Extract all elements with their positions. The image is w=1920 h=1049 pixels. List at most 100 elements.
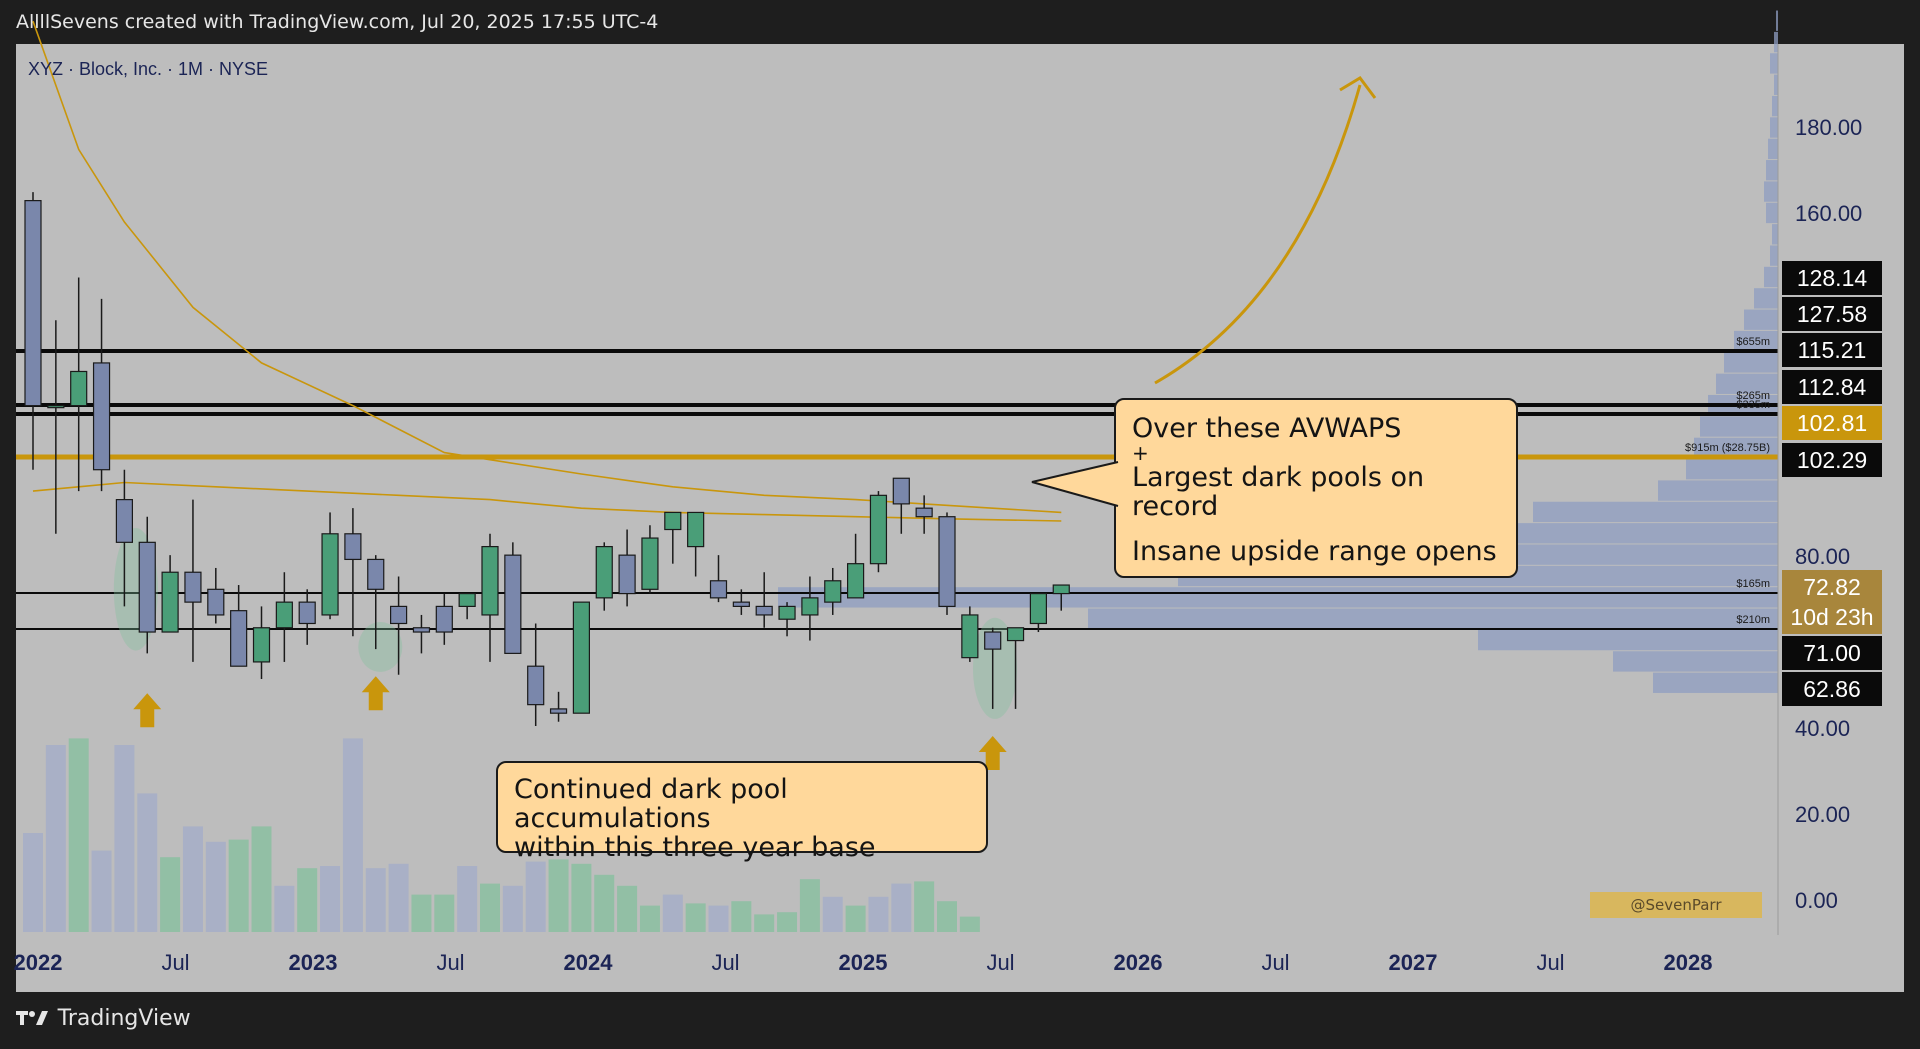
- volume-profile-bar: [1766, 160, 1778, 181]
- callout-bottom-line1: Continued dark pool accumulations: [514, 774, 788, 834]
- x-tick-label: 2026: [1114, 950, 1163, 975]
- volume-bar: [799, 879, 820, 932]
- accumulation-markers: [133, 676, 1007, 770]
- candle-body: [687, 511, 705, 548]
- candle-body: [641, 537, 659, 590]
- volume-bar: [68, 738, 89, 932]
- accumulation-arrow: [978, 736, 1007, 770]
- x-tick-label: 2027: [1389, 950, 1438, 975]
- volume-bar: [914, 881, 935, 932]
- price-label-box: [1782, 672, 1882, 706]
- accumulation-arrow: [361, 676, 390, 711]
- price-label-box: [1782, 600, 1882, 634]
- volume-profile-bar: [1770, 245, 1778, 266]
- candle-body: [595, 545, 613, 599]
- candle-body: [618, 554, 636, 595]
- volume-profile-bar: [1716, 373, 1778, 394]
- price-label-text: 71.00: [1803, 640, 1861, 666]
- upside-arrow: [1154, 84, 1362, 385]
- y-tick-label: 180.00: [1795, 115, 1862, 140]
- price-axis[interactable]: [1780, 44, 1904, 992]
- price-label-text: 10d 23h: [1790, 604, 1873, 630]
- volume-profile-bar: [1766, 202, 1778, 224]
- volume-bar: [617, 885, 638, 932]
- accumulation-highlight: [972, 617, 1017, 719]
- volume-profile-bar: [1724, 352, 1778, 373]
- volume-profile-bar: [1774, 74, 1778, 95]
- tradingview-logo-icon: [16, 1011, 48, 1025]
- x-tick-label: 2023: [289, 950, 338, 975]
- candle-body: [961, 614, 979, 659]
- chart-attribution: AllllSevens created with TradingView.com…: [0, 0, 1920, 44]
- x-tick-label: 2024: [564, 950, 614, 975]
- callout-top-line2: +: [1132, 441, 1149, 465]
- candle-body: [298, 601, 316, 625]
- volume-bar: [45, 745, 66, 932]
- candle-body: [824, 580, 842, 603]
- volume-profile-bar: [1478, 629, 1778, 651]
- time-axis[interactable]: [16, 935, 1780, 992]
- volume-bar: [160, 857, 181, 932]
- price-label-box: [1782, 570, 1882, 604]
- candle-body: [1052, 584, 1070, 595]
- volume-bar: [937, 901, 957, 932]
- volume-profile-bar: [1772, 95, 1778, 117]
- candle-body: [755, 605, 773, 616]
- x-tick-label: 2022: [14, 950, 63, 975]
- volume-bars: [23, 738, 980, 932]
- volume-profile-bar: [1658, 480, 1778, 501]
- volume-profile-bar: [1770, 53, 1778, 74]
- candle-body: [846, 563, 865, 599]
- volume-bar: [571, 863, 592, 932]
- symbol-label: XYZ · Block, Inc. · 1M · NYSE: [28, 59, 268, 79]
- volume-bar: [251, 826, 272, 932]
- candle-body: [778, 605, 796, 620]
- volume-bar: [411, 894, 432, 932]
- candle-body: [1006, 627, 1025, 642]
- volume-bar: [228, 839, 249, 932]
- x-tick-label: Jul: [1261, 950, 1289, 975]
- x-tick-label: 2025: [839, 950, 888, 975]
- y-tick-label: 160.00: [1795, 201, 1862, 226]
- volume-bar: [365, 868, 386, 932]
- candle-body: [412, 627, 431, 633]
- volume-profile-bar: [778, 587, 1778, 608]
- volume-bar: [457, 866, 478, 932]
- candle-body: [527, 665, 545, 706]
- x-tick-label: Jul: [161, 950, 189, 975]
- price-label-text: 112.84: [1798, 374, 1867, 400]
- candle-body: [344, 533, 362, 561]
- candle-body: [367, 558, 385, 590]
- price-label-text: 115.21: [1798, 337, 1867, 363]
- volume-bar: [502, 885, 523, 932]
- accumulation-highlight: [358, 622, 403, 672]
- candle-body: [275, 601, 293, 629]
- volume-profile-bar: [1754, 288, 1778, 309]
- dark-pool-label: $335m: [1736, 399, 1770, 411]
- price-label-text: 128.14: [1797, 265, 1868, 291]
- candle-body: [207, 588, 225, 616]
- volume-bar: [137, 793, 158, 932]
- callout-top-line1: Over these AVWAPS: [1132, 413, 1402, 444]
- tradingview-logo[interactable]: TradingView: [16, 1006, 191, 1031]
- accumulation-arrow: [133, 693, 162, 728]
- volume-profile-bar: [1734, 330, 1778, 352]
- candle-body: [24, 200, 42, 407]
- volume-bar: [114, 745, 135, 932]
- dark-pool-label: $165m: [1736, 578, 1770, 590]
- x-axis-ticks: 2022 Jul 2023 Jul 2024 Jul 2025 Jul 2026 Jul 2027 J…: [14, 950, 1713, 975]
- y-tick-label: 40.00: [1795, 716, 1850, 741]
- candle-body: [709, 580, 728, 599]
- candle-body: [115, 499, 134, 543]
- dark-pool-label: $655m: [1736, 336, 1770, 348]
- candle-body: [892, 477, 910, 505]
- upside-arrow-head: [1339, 76, 1377, 99]
- volume-bar: [342, 738, 363, 932]
- candle-body: [47, 405, 65, 409]
- candle-body: [481, 545, 499, 616]
- volume-bar: [434, 894, 455, 932]
- volume-bar: [594, 874, 615, 932]
- x-tick-label: Jul: [986, 950, 1014, 975]
- price-label-text: 72.82: [1803, 574, 1861, 600]
- volume-profile-bar: [1088, 608, 1778, 629]
